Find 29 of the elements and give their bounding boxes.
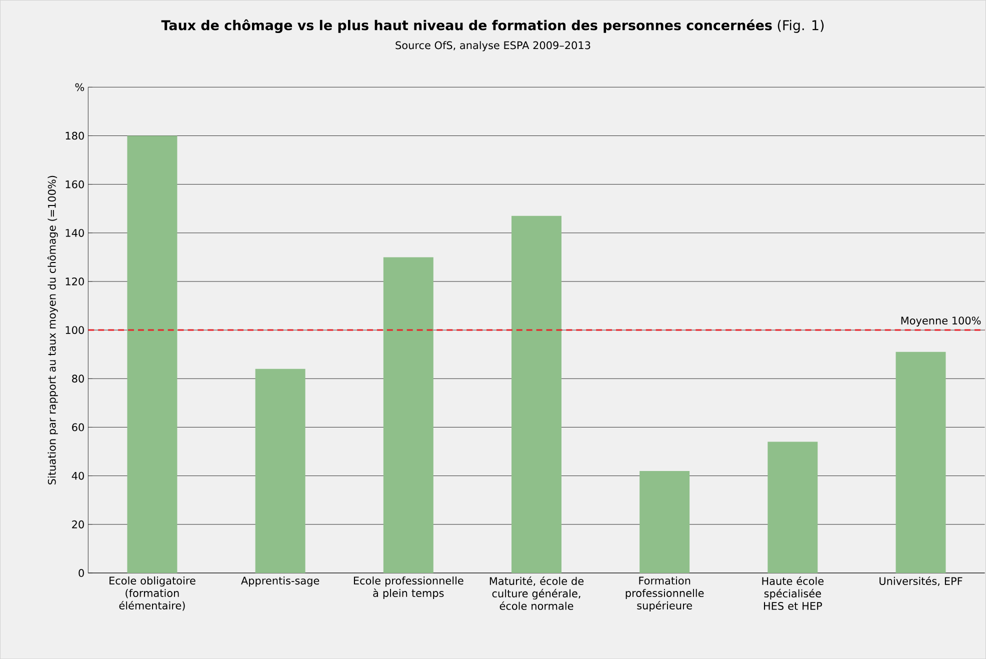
bar xyxy=(383,257,434,573)
y-tick-label: 160 xyxy=(66,180,84,188)
bar xyxy=(511,216,562,573)
y-tick-label: % xyxy=(75,83,84,92)
bar xyxy=(640,470,690,573)
bar xyxy=(255,368,306,573)
y-tick-label: 180 xyxy=(66,132,84,140)
x-tick-label: Apprentis-sage xyxy=(241,576,320,587)
bar xyxy=(127,136,178,573)
ref-line-label: Moyenne 100% xyxy=(901,316,981,326)
x-tick-label: Ecole obligatoire (formation élémentaire) xyxy=(110,576,196,611)
chart-title: Taux de chômage vs le plus haut niveau de formation des personnes concernées (Fig. 1) xyxy=(161,19,824,33)
x-tick-label: Universités, EPF xyxy=(880,576,962,586)
bar xyxy=(768,442,818,573)
y-tick-label: 120 xyxy=(66,277,84,286)
y-tick-label: 0 xyxy=(78,568,84,577)
y-tick-label: 80 xyxy=(72,374,84,383)
y-tick-label: 60 xyxy=(72,423,84,432)
chart-subtitle: Source OfS, analyse ESPA 2009–2013 xyxy=(396,41,590,52)
x-tick-label: Haute école spécialisée HES et HEP xyxy=(762,576,824,610)
x-tick-label: Ecole professionnelle à plein temps xyxy=(354,576,464,599)
x-tick-label: Formation professionnelle supérieure xyxy=(626,576,704,612)
y-tick-label: 40 xyxy=(72,472,84,480)
y-tick-label: 140 xyxy=(66,228,84,237)
y-axis-title: Situation par rapport au taux moyen du chômage (=100%) xyxy=(47,176,58,484)
y-tick-label: 20 xyxy=(72,520,84,528)
x-tick-label: Maturité, école de culture générale, école normale xyxy=(490,576,584,610)
bar xyxy=(896,352,946,573)
y-tick-label: 100 xyxy=(66,326,84,334)
